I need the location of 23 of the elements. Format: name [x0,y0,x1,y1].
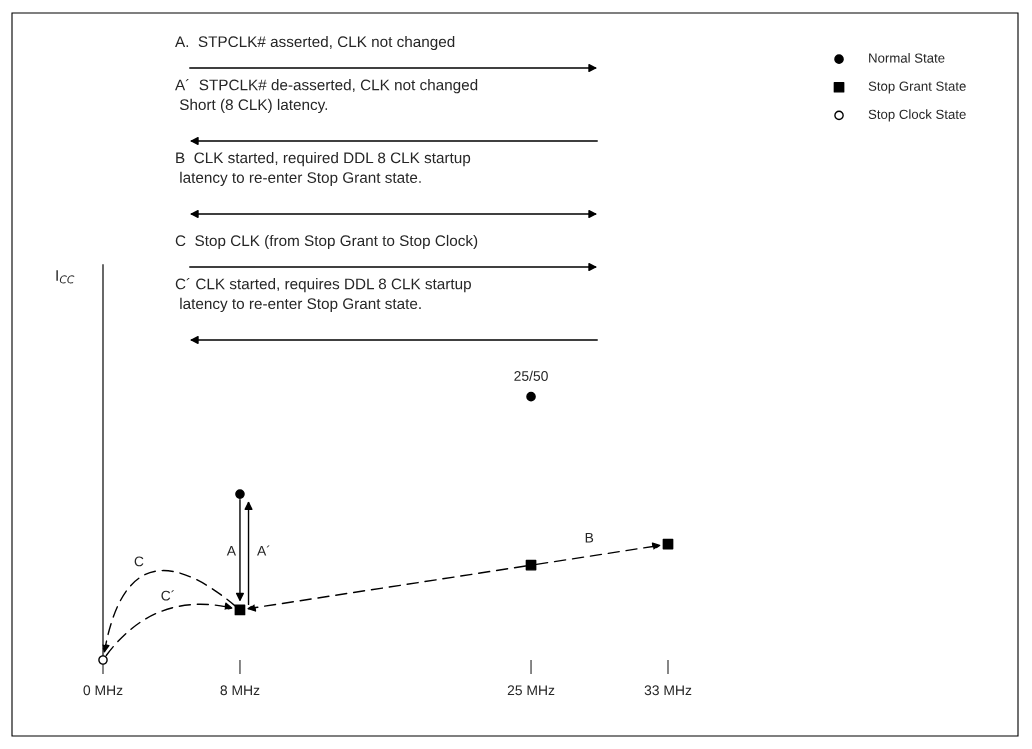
x-tick-label: 0 MHz [83,685,123,696]
annotation: A´ [257,545,270,556]
point [525,559,537,571]
annotation: 25/50 [514,370,548,381]
text: A. STPCLK# asserted, CLK not changed [175,35,455,51]
text: I$_{CC}$ [56,270,75,284]
legend-label: Stop Clock State [868,109,966,122]
point [98,655,108,665]
legend-label: Normal State [869,53,945,63]
annotation: A [226,546,237,556]
text: C Stop CLK (from Stop Grant to Stop Clock) [175,234,478,250]
x-tick-label: 8 MHz [220,685,260,696]
legend-label: Stop Grant State [868,81,966,94]
annotation: B [585,532,594,543]
text: A´ STPCLK# de-asserted, CLK not changed Short (8 CLK) latency. [175,78,478,114]
text: C´ CLK started, requires DDL 8 CLK startup latency to re-enter Stop Grant state. [175,277,471,313]
point [235,489,245,499]
x-tick-label: 25 MHz [507,685,555,696]
annotation: C´ [161,590,175,601]
point [526,391,536,402]
annotation: C [134,556,144,567]
text: B CLK started, required DDL 8 CLK startup latency to re-enter Stop Grant state. [176,151,471,187]
x-tick-label: 33 MHz [644,685,692,696]
